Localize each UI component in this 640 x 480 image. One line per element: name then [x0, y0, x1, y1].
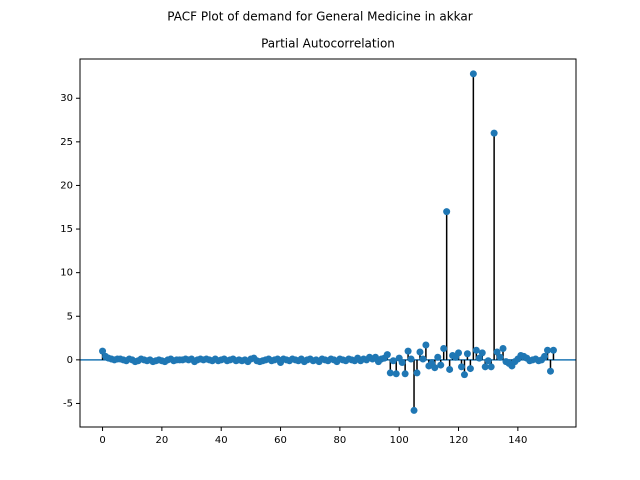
x-tick-label: 120 [449, 435, 468, 446]
x-tick-label: 0 [99, 435, 105, 446]
y-tick-label: 20 [60, 180, 73, 191]
marker [99, 347, 107, 355]
marker [389, 357, 397, 365]
marker [419, 355, 427, 363]
marker [413, 369, 421, 377]
marker [469, 70, 477, 78]
marker [493, 348, 501, 356]
axes-frame [79, 58, 577, 428]
marker [410, 406, 418, 414]
y-tick-label: 10 [60, 268, 73, 279]
marker [484, 357, 492, 365]
marker [457, 363, 465, 371]
marker [416, 348, 424, 356]
y-tick-label: -5 [63, 398, 73, 409]
marker [466, 365, 474, 373]
marker [431, 364, 439, 372]
suptitle: PACF Plot of demand for General Medicine… [167, 10, 472, 24]
marker [478, 349, 486, 357]
marker [487, 363, 495, 371]
y-tick-label: 0 [67, 355, 73, 366]
marker [549, 346, 557, 354]
x-tick-label: 80 [333, 435, 346, 446]
x-tick-label: 100 [390, 435, 409, 446]
marker [463, 350, 471, 358]
y-tick-label: 25 [60, 137, 73, 148]
marker [460, 371, 468, 379]
marker [443, 208, 451, 216]
marker [404, 347, 412, 355]
y-tick-label: 5 [67, 311, 73, 322]
marker [455, 349, 463, 357]
marker [499, 345, 507, 353]
marker [490, 129, 498, 137]
marker [407, 355, 415, 363]
marker [440, 345, 448, 353]
y-tick-label: 30 [60, 93, 73, 104]
chart-title: Partial Autocorrelation [261, 37, 395, 51]
x-tick-label: 140 [508, 435, 527, 446]
marker [446, 365, 454, 373]
marker [401, 370, 409, 378]
marker [398, 358, 406, 366]
x-tick-label: 20 [156, 435, 169, 446]
y-tick-label: 15 [60, 224, 73, 235]
marker [434, 353, 442, 361]
marker [422, 341, 430, 349]
marker [472, 346, 480, 354]
marker [392, 370, 400, 378]
marker [546, 367, 554, 375]
marker [541, 352, 549, 360]
marker [481, 363, 489, 371]
marker [386, 369, 394, 377]
marker [437, 361, 445, 369]
marker [496, 353, 504, 361]
marker [383, 351, 391, 359]
x-tick-label: 60 [274, 435, 287, 446]
marker [475, 354, 483, 362]
marker [544, 346, 552, 354]
x-tick-label: 40 [215, 435, 228, 446]
